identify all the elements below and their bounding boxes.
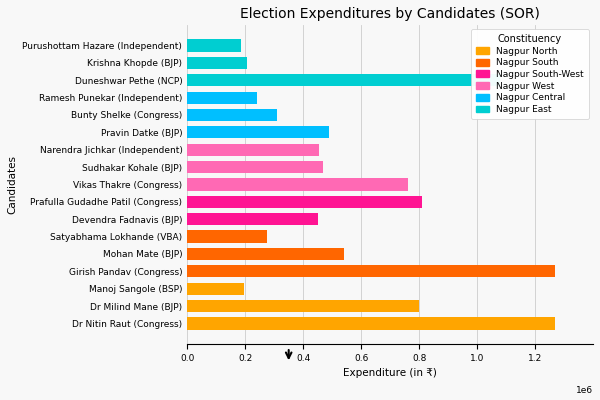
Bar [187,126,329,138]
Bar [187,92,257,104]
Bar [187,300,419,312]
Bar [187,230,267,243]
Bar [187,144,319,156]
Bar [187,74,500,86]
Bar [187,109,277,121]
X-axis label: Expenditure (in ₹): Expenditure (in ₹) [343,368,437,378]
Bar [187,248,344,260]
Text: 1e6: 1e6 [576,386,593,394]
Y-axis label: Candidates: Candidates [7,155,17,214]
Bar [187,57,247,69]
Title: Election Expenditures by Candidates (SOR): Election Expenditures by Candidates (SOR… [240,7,540,21]
Bar [187,213,317,225]
Bar [187,317,556,330]
Bar [187,196,422,208]
Legend: Nagpur North, Nagpur South, Nagpur South-West, Nagpur West, Nagpur Central, Nagp: Nagpur North, Nagpur South, Nagpur South… [471,30,589,119]
Bar [187,39,241,52]
Bar [187,178,407,190]
Bar [187,283,244,295]
Bar [187,161,323,173]
Bar [187,265,556,277]
